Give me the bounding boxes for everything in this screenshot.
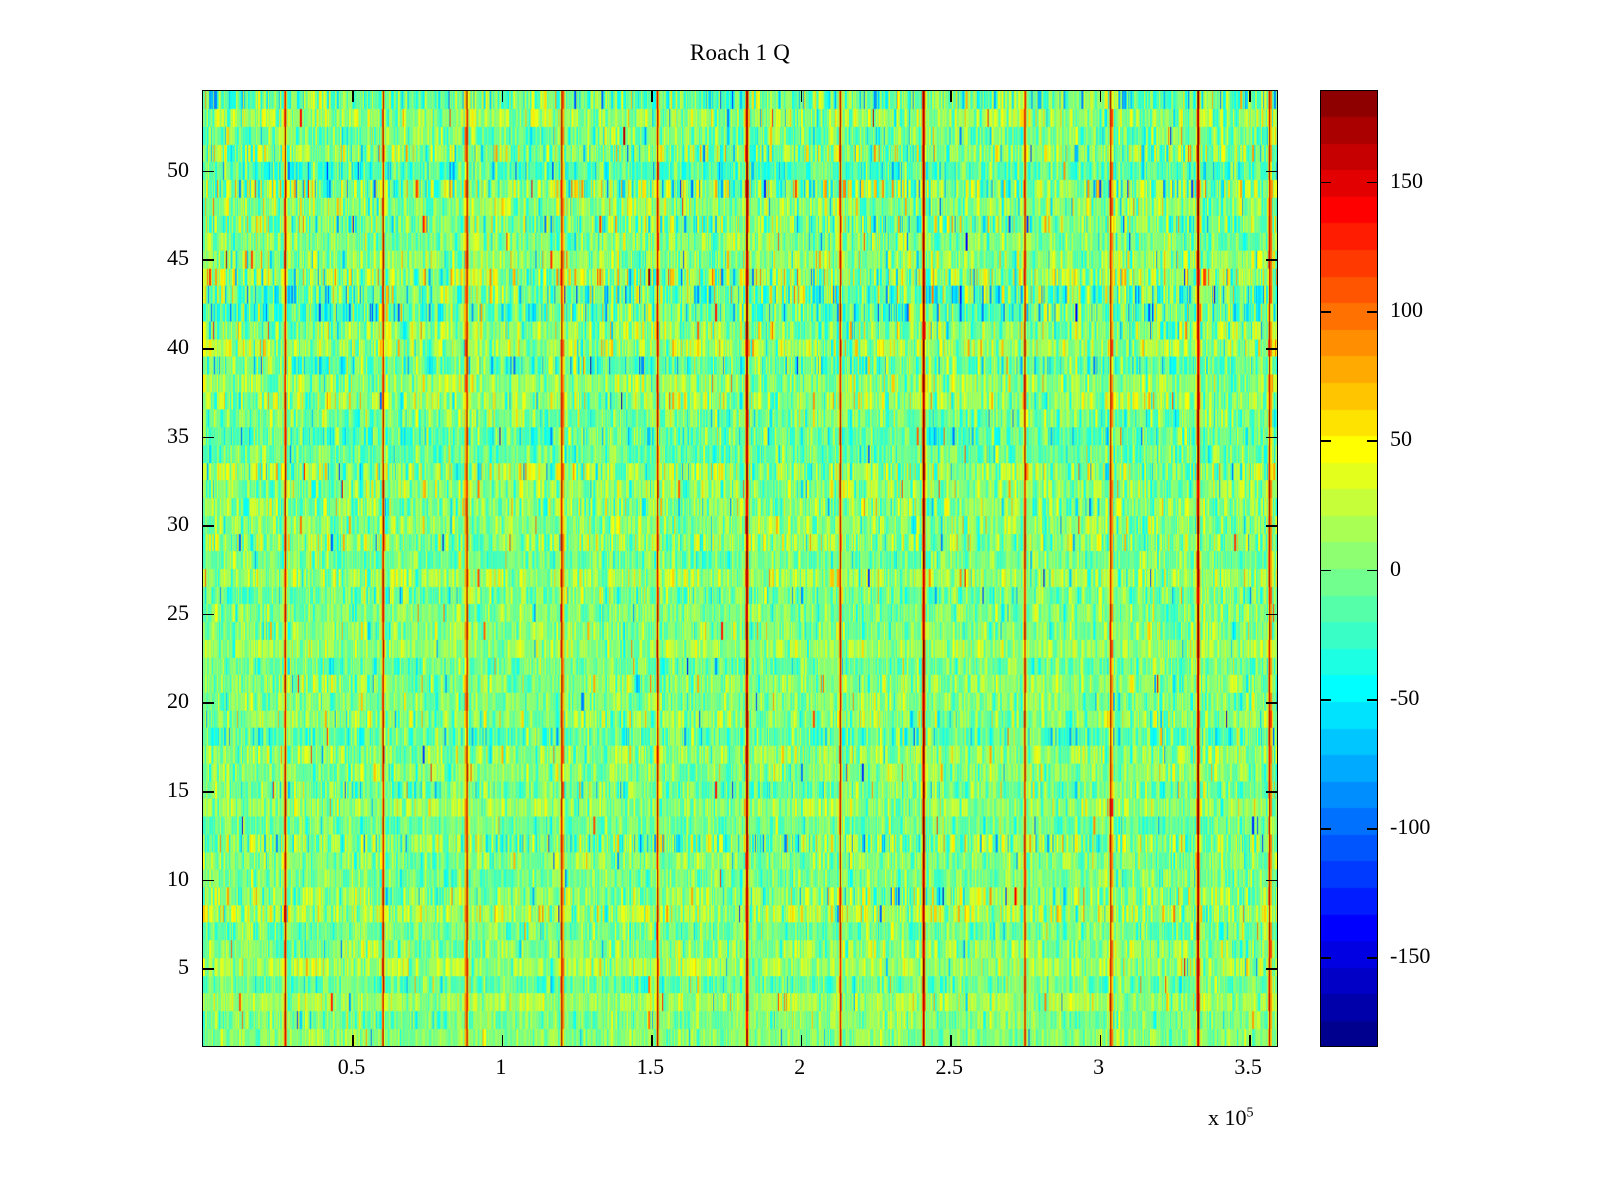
colorbar-tick-mark (1367, 957, 1377, 960)
x-axis-exponent: x 105 (1208, 1105, 1254, 1131)
y-tick-mark (203, 525, 214, 527)
colorbar-gradient (1321, 91, 1377, 1046)
colorbar-tick-mark (1367, 828, 1377, 830)
colorbar-tick-mark (1321, 957, 1331, 960)
x-tick-label: 1.5 (636, 1054, 665, 1079)
x-tick-label: 3 (1093, 1054, 1105, 1079)
colorbar-tick-label: 50 (1390, 426, 1412, 452)
x-tick-mark (352, 1035, 355, 1046)
y-tick-mark (203, 968, 214, 970)
y-tick-label: 10 (167, 865, 189, 891)
x-tick-mark (950, 91, 952, 102)
colorbar-tick-label: -100 (1390, 814, 1431, 840)
y-tick-mark (1266, 259, 1277, 261)
y-tick-mark (203, 702, 214, 704)
x-tick-label: 1 (495, 1054, 507, 1079)
x-tick-label: 0.5 (337, 1054, 366, 1079)
colorbar-tick-mark (1321, 569, 1331, 572)
x-tick-mark (501, 1035, 504, 1046)
colorbar-tick-mark (1367, 181, 1377, 184)
y-tick-label: 20 (167, 688, 189, 714)
x-tick-mark (1249, 1035, 1251, 1046)
y-tick-mark (203, 170, 214, 173)
x-tick-mark (950, 1035, 952, 1046)
y-tick-label: 5 (178, 954, 189, 980)
x-tick-mark (651, 1035, 653, 1046)
colorbar-tick-label: 150 (1390, 167, 1423, 193)
y-tick-label: 25 (167, 599, 189, 625)
y-tick-label: 35 (167, 422, 189, 448)
y-tick-mark (1266, 791, 1277, 793)
colorbar-tick-mark (1367, 440, 1377, 442)
x-axis-exponent-power: 5 (1246, 1105, 1254, 1121)
colorbar (1320, 90, 1378, 1047)
y-tick-mark (1266, 525, 1277, 527)
chart-title: Roach 1 Q (689, 40, 791, 65)
y-tick-label: 50 (167, 156, 189, 182)
y-tick-mark (1266, 347, 1277, 350)
x-tick-mark (501, 91, 504, 102)
x-axis-exponent-base: x 10 (1208, 1105, 1247, 1130)
colorbar-tick-mark (1367, 310, 1377, 313)
y-tick-label: 30 (167, 511, 189, 537)
y-tick-mark (203, 613, 214, 616)
y-tick-mark (1266, 968, 1277, 970)
y-tick-mark (1266, 613, 1277, 616)
x-tick-label: 2.5 (935, 1054, 963, 1079)
x-tick-mark (800, 91, 803, 102)
colorbar-tick-label: -50 (1390, 684, 1420, 710)
y-tick-mark (1266, 170, 1277, 173)
x-tick-label: 2 (794, 1054, 806, 1079)
colorbar-tick-label: 0 (1390, 555, 1401, 581)
colorbar-tick-mark (1367, 569, 1377, 572)
x-tick-mark (352, 91, 355, 102)
x-tick-label: 3.5 (1234, 1054, 1262, 1079)
y-tick-mark (203, 436, 214, 439)
y-tick-mark (203, 347, 214, 350)
colorbar-tick-mark (1321, 698, 1331, 701)
y-tick-mark (1266, 879, 1277, 882)
y-tick-mark (1266, 436, 1277, 439)
x-tick-mark (1099, 1035, 1102, 1046)
colorbar-tick-label: 100 (1390, 296, 1423, 322)
colorbar-tick-mark (1321, 440, 1331, 442)
heatmap-axes (202, 90, 1278, 1047)
y-tick-mark (203, 879, 214, 882)
colorbar-tick-label: -150 (1390, 943, 1431, 969)
y-tick-label: 45 (167, 245, 189, 271)
y-tick-mark (1266, 702, 1277, 704)
y-tick-label: 40 (167, 333, 189, 359)
y-tick-mark (203, 791, 214, 793)
colorbar-tick-mark (1321, 310, 1331, 313)
y-tick-label: 15 (167, 777, 189, 803)
heatmap-image (203, 91, 1277, 1046)
colorbar-tick-mark (1367, 698, 1377, 701)
x-tick-mark (651, 91, 653, 102)
x-tick-mark (800, 1035, 803, 1046)
x-tick-mark (1099, 91, 1102, 102)
y-tick-mark (203, 259, 214, 261)
x-tick-mark (1249, 91, 1251, 102)
colorbar-tick-mark (1321, 181, 1331, 184)
colorbar-tick-mark (1321, 828, 1331, 830)
